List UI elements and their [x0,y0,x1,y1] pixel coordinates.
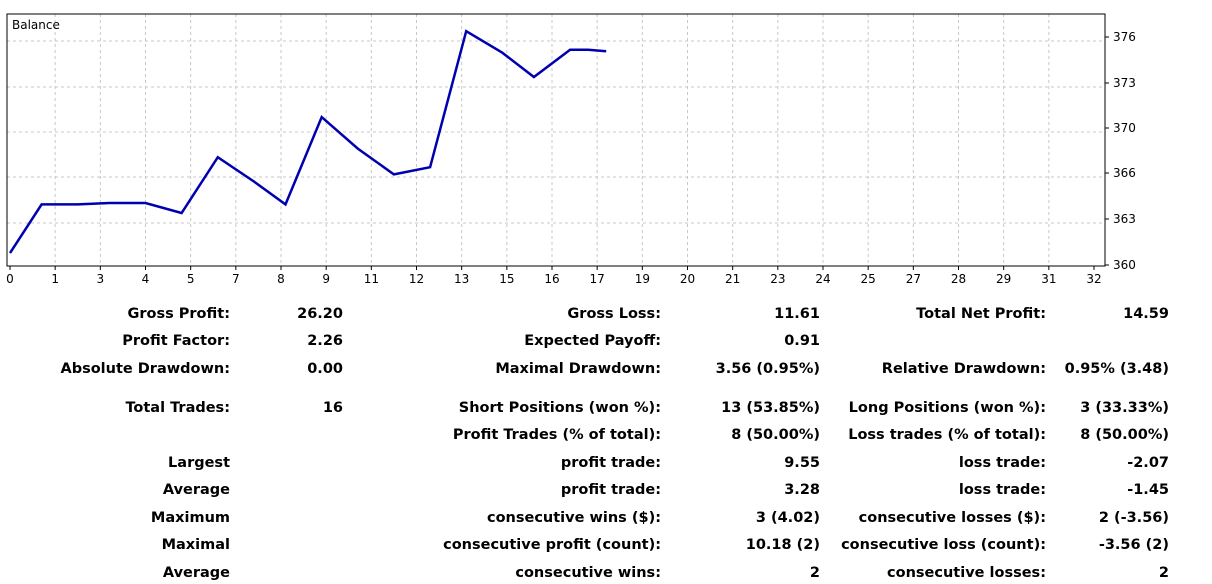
x-tick-label: 1 [51,272,59,286]
absolute-drawdown-value: 0.00 [307,361,343,377]
profit-factor-label: Profit Factor: [122,333,230,349]
long-positions-label: Long Positions (won %): [848,400,1046,416]
gross-loss-label: Gross Loss: [567,306,661,322]
average-loss-value: -1.45 [1127,482,1169,498]
maximal-profit-value: 10.18 (2) [745,537,820,553]
total-net-profit-label: Total Net Profit: [916,306,1046,322]
short-positions-label: Short Positions (won %): [458,400,661,416]
average-consecutive-losses-value: 2 [1158,565,1169,581]
x-tick-label: 8 [277,272,285,286]
profit-factor-value: 2.26 [307,333,343,349]
x-tick-label: 0 [6,272,14,286]
x-tick-label: 24 [815,272,830,286]
maximal-drawdown-label: Maximal Drawdown: [495,361,661,377]
largest-loss-label: loss trade: [958,455,1046,471]
loss-trades-label: Loss trades (% of total): [848,427,1046,443]
maximal-loss-value: -3.56 (2) [1098,537,1169,553]
x-tick-label: 9 [322,272,330,286]
maximal-loss-label: consecutive loss (count): [841,537,1046,553]
gross-profit-label: Gross Profit: [127,306,230,322]
chart-title: Balance [12,18,60,32]
average-consecutive-wins-label: consecutive wins: [515,565,661,581]
x-tick-label: 15 [499,272,514,286]
maximal-label: Maximal [161,537,230,553]
y-tick-label: 363 [1113,212,1136,226]
average-consecutive-label: Average [162,565,230,581]
largest-label: Largest [168,455,230,471]
expected-payoff-value: 0.91 [784,333,820,349]
maximal-profit-label: consecutive profit (count): [443,537,661,553]
average-consecutive-wins-value: 2 [809,565,820,581]
x-tick-label: 5 [187,272,195,286]
x-tick-label: 17 [590,272,605,286]
x-tick-label: 29 [996,272,1011,286]
profit-trades-label: Profit Trades (% of total): [452,427,661,443]
profit-trades-value: 8 (50.00%) [731,427,820,443]
largest-profit-value: 9.55 [784,455,820,471]
plot-frame [6,13,1106,267]
x-tick-label: 28 [951,272,966,286]
total-trades-value: 16 [322,400,343,416]
x-tick-label: 27 [906,272,921,286]
x-tick-label: 21 [725,272,740,286]
x-tick-label: 11 [364,272,379,286]
gross-profit-value: 26.20 [297,306,343,322]
average-consecutive-losses-label: consecutive losses: [887,565,1046,581]
average-loss-label: loss trade: [958,482,1046,498]
maximum-label: Maximum [150,510,230,526]
x-tick-label: 4 [142,272,150,286]
x-tick-label: 3 [97,272,105,286]
maximum-wins-label: consecutive wins ($): [486,510,661,526]
average-label: Average [162,482,230,498]
expected-payoff-label: Expected Payoff: [524,333,661,349]
x-tick-label: 16 [544,272,559,286]
average-profit-label: profit trade: [560,482,661,498]
x-tick-label: 32 [1086,272,1101,286]
x-tick-label: 13 [454,272,469,286]
x-tick-label: 7 [232,272,240,286]
y-tick-label: 366 [1113,166,1136,180]
maximum-losses-value: 2 (-3.56) [1098,510,1169,526]
maximum-wins-value: 3 (4.02) [755,510,820,526]
maximal-drawdown-value: 3.56 (0.95%) [715,361,820,377]
x-tick-label: 12 [409,272,424,286]
total-net-profit-value: 14.59 [1123,306,1169,322]
largest-loss-value: -2.07 [1127,455,1169,471]
short-positions-value: 13 (53.85%) [721,400,820,416]
y-tick-label: 360 [1113,258,1136,272]
x-tick-label: 23 [770,272,785,286]
largest-profit-label: profit trade: [560,455,661,471]
y-tick-label: 376 [1113,30,1136,44]
balance-line [8,29,607,254]
balance-chart: Balance 376 373 370 366 363 360 0 1 3 4 5 7 8 9 11 12 1… [0,0,1212,290]
x-tick-label: 31 [1041,272,1056,286]
relative-drawdown-label: Relative Drawdown: [881,361,1046,377]
average-profit-value: 3.28 [784,482,820,498]
total-trades-label: Total Trades: [125,400,230,416]
x-tick-label: 25 [861,272,876,286]
relative-drawdown-value: 0.95% (3.48) [1064,361,1169,377]
y-tick-label: 373 [1113,76,1136,90]
gross-loss-value: 11.61 [774,306,820,322]
long-positions-value: 3 (33.33%) [1080,400,1169,416]
x-tick-label: 20 [680,272,695,286]
maximum-losses-label: consecutive losses ($): [858,510,1046,526]
y-tick-label: 370 [1113,121,1136,135]
x-tick-label: 19 [635,272,650,286]
loss-trades-value: 8 (50.00%) [1080,427,1169,443]
absolute-drawdown-label: Absolute Drawdown: [60,361,230,377]
